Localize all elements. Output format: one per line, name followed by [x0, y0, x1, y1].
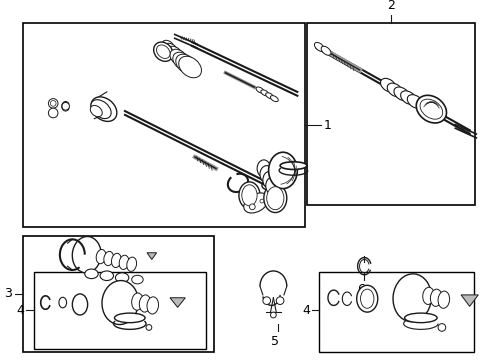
Ellipse shape	[100, 271, 113, 280]
Ellipse shape	[380, 78, 395, 92]
Ellipse shape	[164, 43, 178, 56]
Ellipse shape	[90, 105, 102, 117]
Ellipse shape	[172, 52, 192, 70]
Ellipse shape	[266, 187, 284, 210]
Ellipse shape	[178, 56, 201, 78]
Ellipse shape	[265, 93, 273, 99]
Ellipse shape	[392, 274, 430, 322]
Ellipse shape	[175, 54, 196, 74]
Circle shape	[249, 204, 255, 210]
Ellipse shape	[72, 294, 87, 315]
Ellipse shape	[162, 40, 174, 51]
Ellipse shape	[91, 97, 117, 121]
Ellipse shape	[131, 275, 143, 284]
Ellipse shape	[102, 280, 138, 325]
Circle shape	[276, 297, 284, 305]
Ellipse shape	[139, 295, 151, 312]
Ellipse shape	[321, 46, 330, 55]
Circle shape	[50, 100, 56, 106]
Circle shape	[270, 312, 276, 318]
Ellipse shape	[256, 87, 264, 93]
Ellipse shape	[268, 152, 297, 189]
Ellipse shape	[239, 182, 260, 209]
Ellipse shape	[72, 237, 101, 273]
Ellipse shape	[167, 46, 182, 61]
Ellipse shape	[404, 313, 436, 323]
Circle shape	[263, 297, 270, 305]
Ellipse shape	[170, 49, 187, 66]
Ellipse shape	[280, 162, 306, 170]
Ellipse shape	[156, 45, 170, 58]
Ellipse shape	[265, 177, 279, 194]
Ellipse shape	[244, 193, 268, 213]
Text: 6: 6	[357, 283, 365, 296]
Ellipse shape	[131, 293, 143, 310]
Ellipse shape	[111, 253, 121, 267]
Bar	[22, 23, 305, 227]
Ellipse shape	[400, 91, 415, 104]
Ellipse shape	[126, 257, 136, 271]
Ellipse shape	[356, 285, 377, 312]
Text: 2: 2	[386, 0, 394, 13]
Polygon shape	[147, 253, 156, 260]
Ellipse shape	[422, 287, 433, 305]
Ellipse shape	[91, 100, 111, 118]
Ellipse shape	[147, 297, 158, 314]
Ellipse shape	[260, 166, 273, 183]
Ellipse shape	[263, 171, 276, 189]
Ellipse shape	[84, 269, 98, 279]
Bar	[319, 272, 473, 352]
Ellipse shape	[415, 95, 446, 123]
Ellipse shape	[393, 87, 408, 101]
Text: 3: 3	[4, 287, 12, 301]
Polygon shape	[170, 298, 185, 307]
Ellipse shape	[419, 99, 442, 119]
Polygon shape	[460, 295, 477, 306]
Text: 4: 4	[17, 304, 24, 317]
Text: 4: 4	[301, 304, 309, 317]
Circle shape	[146, 325, 151, 330]
Ellipse shape	[59, 297, 66, 308]
Ellipse shape	[153, 42, 173, 61]
Circle shape	[437, 324, 445, 331]
Ellipse shape	[260, 90, 268, 96]
Text: 1: 1	[323, 119, 330, 132]
Ellipse shape	[114, 313, 145, 323]
Ellipse shape	[96, 249, 106, 264]
Ellipse shape	[115, 273, 128, 283]
Bar	[22, 235, 214, 352]
Ellipse shape	[407, 95, 422, 108]
Ellipse shape	[103, 251, 113, 266]
Ellipse shape	[360, 289, 373, 308]
Ellipse shape	[257, 160, 270, 177]
Text: 5: 5	[271, 335, 279, 348]
Ellipse shape	[270, 96, 278, 102]
Bar	[34, 272, 206, 348]
Circle shape	[48, 108, 58, 118]
Ellipse shape	[386, 83, 402, 97]
Ellipse shape	[264, 184, 286, 212]
Ellipse shape	[437, 291, 448, 308]
Circle shape	[260, 199, 264, 203]
Circle shape	[48, 99, 58, 108]
Ellipse shape	[119, 255, 129, 269]
Ellipse shape	[241, 185, 257, 206]
Ellipse shape	[314, 42, 324, 51]
Circle shape	[61, 103, 69, 110]
Ellipse shape	[429, 289, 441, 306]
Bar	[306, 23, 474, 205]
